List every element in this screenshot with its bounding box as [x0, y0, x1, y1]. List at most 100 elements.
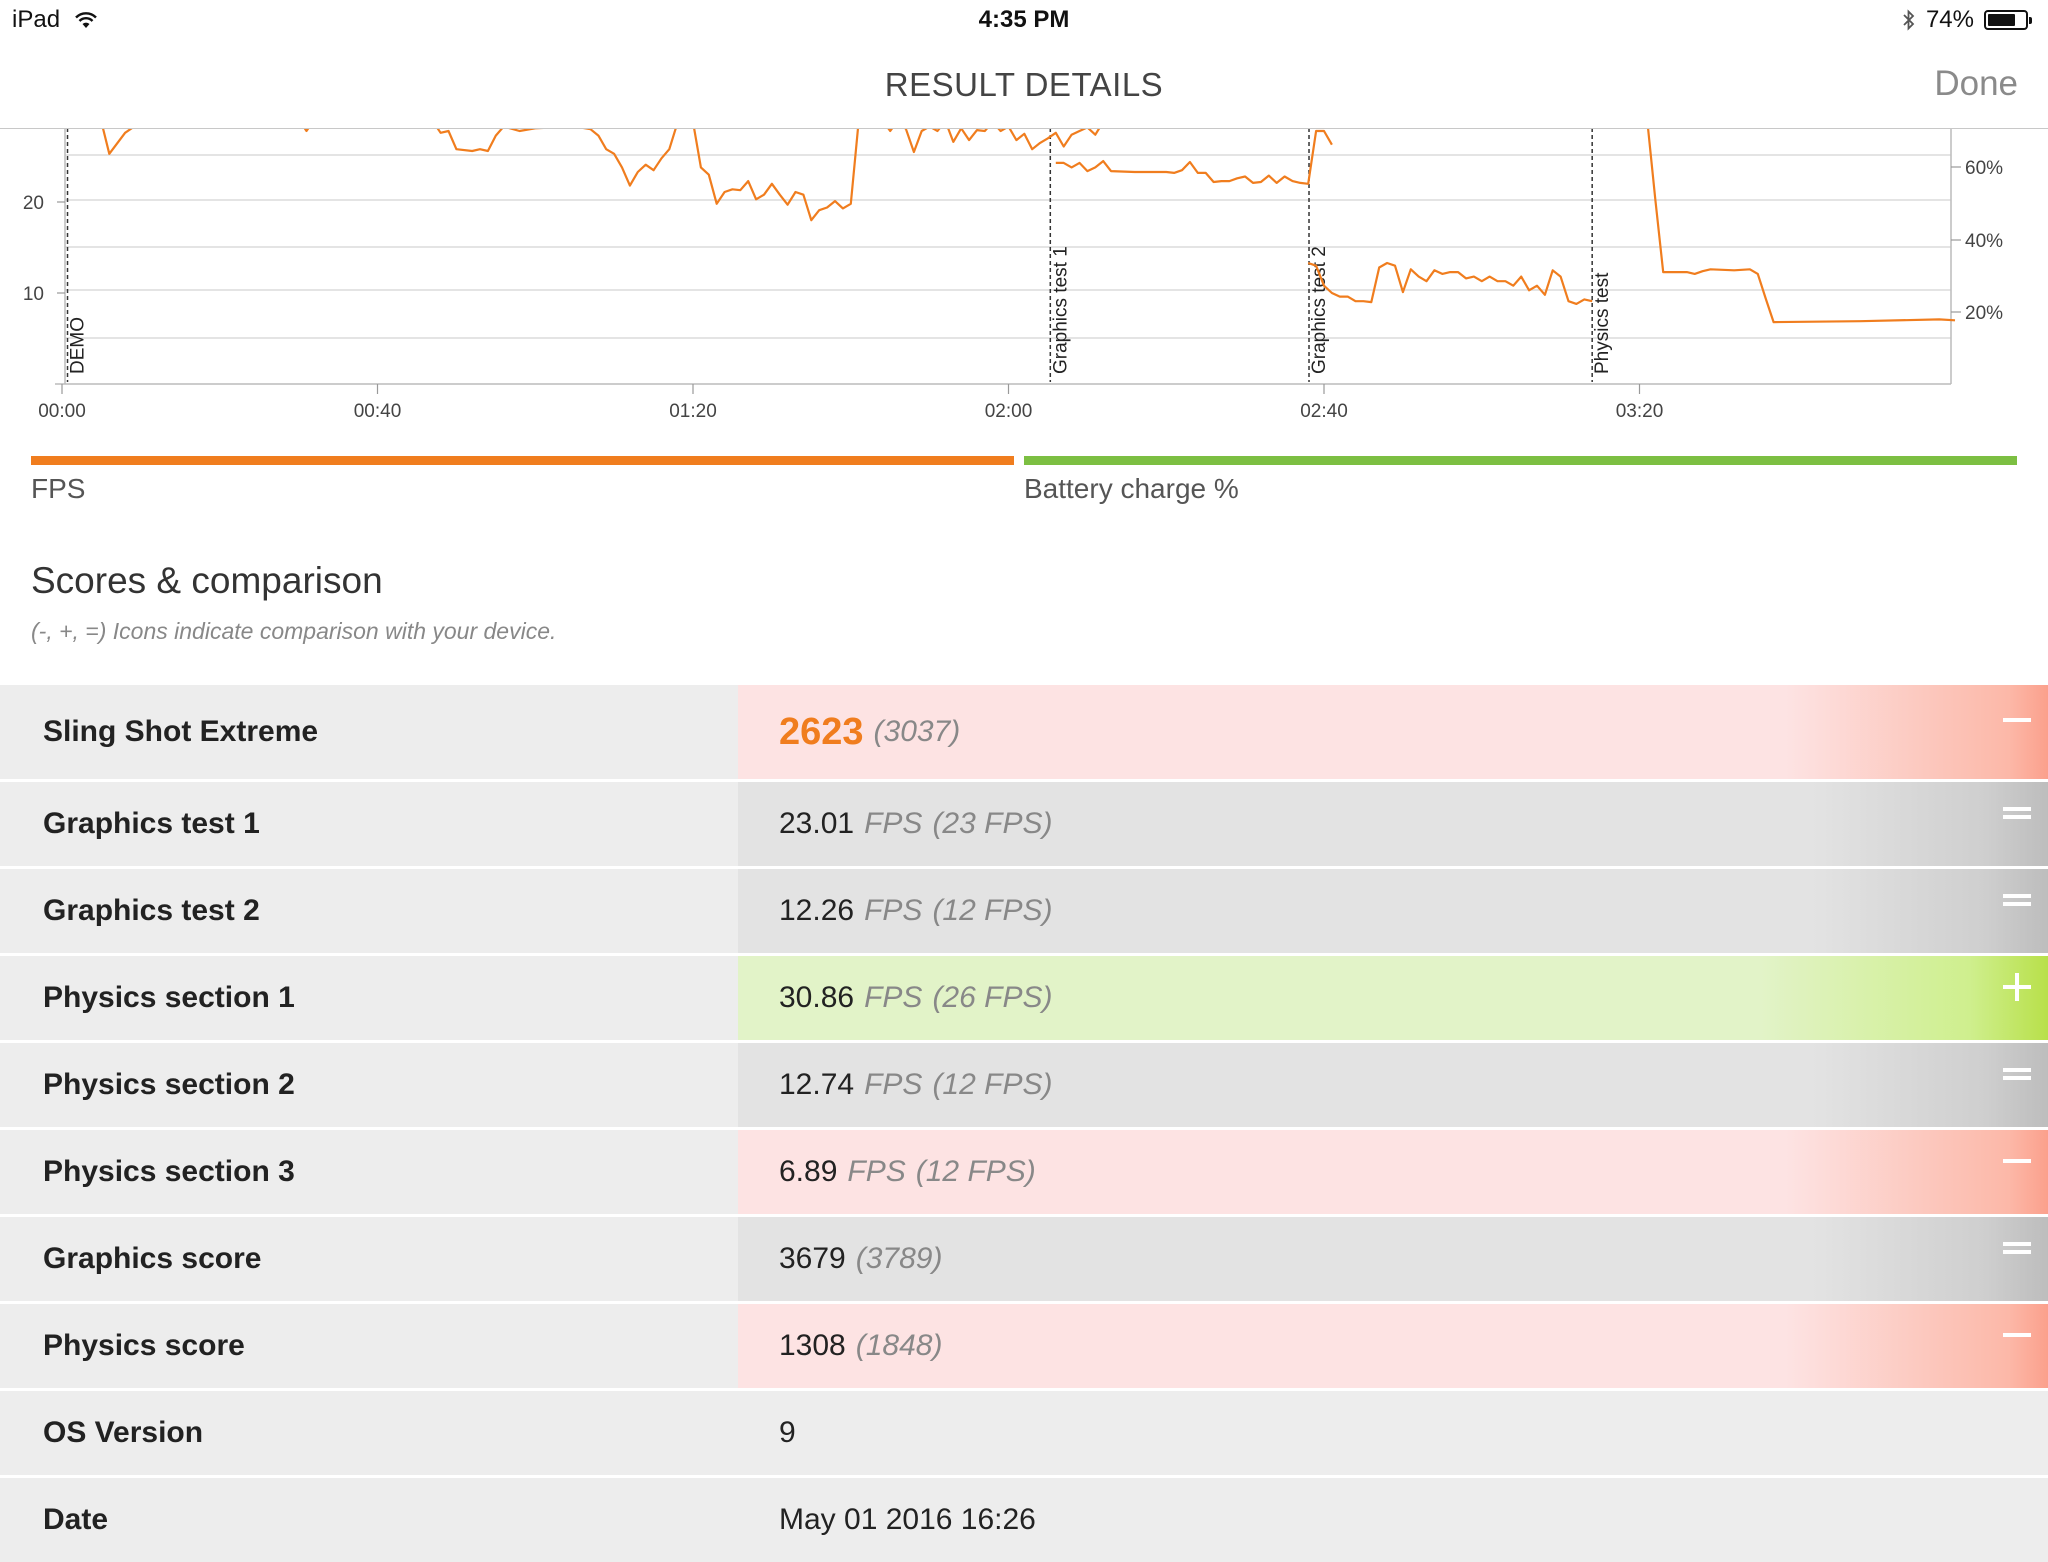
x-tick-label: 03:20	[1616, 401, 1664, 422]
score-row-value-cell: 23.01 FPS (23 FPS)	[738, 782, 2048, 866]
score-row-value-cell: 6.89 FPS (12 FPS)	[738, 1130, 2048, 1214]
score-reference: (1848)	[855, 1329, 943, 1362]
score-reference: (23 FPS)	[932, 807, 1053, 840]
score-value: 30.86	[779, 981, 855, 1014]
score-value: 23.01	[779, 807, 855, 840]
legend-fps-swatch	[31, 456, 1014, 465]
legend-battery-swatch	[1024, 456, 2017, 465]
equal-icon	[2002, 1233, 2032, 1263]
device-name: iPad	[12, 6, 61, 33]
status-right: 74%	[1902, 6, 2032, 34]
score-reference: (3037)	[873, 715, 961, 748]
x-tick-label: 02:00	[985, 401, 1033, 422]
score-row: Physics section 2 12.74 FPS (12 FPS)	[0, 1040, 2048, 1127]
score-row-name: Physics score	[0, 1304, 738, 1388]
score-row-name: Graphics score	[0, 1217, 738, 1301]
score-value: 6.89	[779, 1155, 838, 1188]
score-row-value-cell: 1308 (1848)	[738, 1304, 2048, 1388]
score-row-value-cell: May 01 2016 16:26	[738, 1478, 2048, 1562]
score-row: Sling Shot Extreme 2623 (3037)	[0, 682, 2048, 779]
minus-icon	[2002, 1146, 2032, 1176]
score-value: 1308	[779, 1329, 846, 1362]
score-row: OS Version 9	[0, 1388, 2048, 1475]
section-label: Graphics test 1	[1050, 246, 1071, 374]
y-tick-label: 10	[23, 284, 44, 305]
score-row: Graphics test 1 23.01 FPS (23 FPS)	[0, 779, 2048, 866]
score-reference: (12 FPS)	[915, 1155, 1036, 1188]
score-row-name: Physics section 3	[0, 1130, 738, 1214]
score-value: 3679	[779, 1242, 846, 1275]
physics-series-line	[1646, 128, 1956, 324]
section-label: DEMO	[68, 317, 89, 374]
legend-battery-label: Battery charge %	[1024, 473, 1239, 504]
y-right-tick-label: 20%	[1965, 303, 2003, 324]
bluetooth-icon	[1903, 9, 1915, 31]
score-row-value-cell: 3679 (3789)	[738, 1217, 2048, 1301]
score-row-value-cell: 9	[738, 1391, 2048, 1475]
equal-icon	[2002, 1059, 2032, 1089]
section-label: Physics test	[1592, 272, 1613, 374]
score-row: Physics section 1 30.86 FPS (26 FPS)	[0, 953, 2048, 1040]
score-table: Sling Shot Extreme 2623 (3037) Graphics tes…	[0, 682, 2048, 1562]
score-row-name: OS Version	[0, 1391, 738, 1475]
wifi-icon	[75, 12, 97, 28]
status-bar: iPad 4:35 PM 74%	[0, 0, 2048, 40]
x-tick-label: 01:20	[669, 401, 717, 422]
chart-svg: 10 20 20% 40% 60% 00:00 00:40 01:20 02:00 02:40 03…	[23, 128, 2003, 422]
score-unit: FPS	[847, 1155, 906, 1188]
score-row-value-cell: 12.74 FPS (12 FPS)	[738, 1043, 2048, 1127]
scores-note: (-, +, =) Icons indicate comparison with…	[31, 618, 557, 644]
score-value: 12.74	[779, 1068, 855, 1101]
score-row: Date May 01 2016 16:26	[0, 1475, 2048, 1562]
score-unit: FPS	[864, 1068, 923, 1101]
status-left: iPad	[12, 6, 98, 34]
plus-icon	[2002, 972, 2032, 1002]
legend-fps: FPS	[31, 456, 1014, 505]
score-value: 9	[779, 1416, 796, 1449]
score-value: 2623	[779, 710, 864, 753]
fps-battery-chart: 10 20 20% 40% 60% 00:00 00:40 01:20 02:00 02:40 03…	[0, 128, 2048, 428]
score-reference: (12 FPS)	[932, 1068, 1053, 1101]
navigation-bar: RESULT DETAILS Done	[0, 40, 2048, 129]
section-label: Graphics test 2	[1309, 246, 1330, 374]
score-row: Graphics test 2 12.26 FPS (12 FPS)	[0, 866, 2048, 953]
score-value: May 01 2016 16:26	[779, 1503, 1036, 1536]
score-reference: (26 FPS)	[932, 981, 1053, 1014]
score-unit: FPS	[864, 981, 923, 1014]
score-reference: (12 FPS)	[932, 894, 1053, 927]
score-row: Graphics score 3679 (3789)	[0, 1214, 2048, 1301]
equal-icon	[2002, 885, 2032, 915]
score-unit: FPS	[864, 807, 923, 840]
score-row-name: Graphics test 2	[0, 869, 738, 953]
score-row-value-cell: 2623 (3037)	[738, 685, 2048, 779]
legend-fps-label: FPS	[31, 473, 86, 504]
minus-icon	[2002, 705, 2032, 735]
score-row-name: Physics section 2	[0, 1043, 738, 1127]
done-button[interactable]: Done	[1934, 64, 2018, 103]
y-right-tick-label: 60%	[1965, 158, 2003, 179]
battery-icon	[1984, 10, 2032, 30]
score-row-name: Physics section 1	[0, 956, 738, 1040]
score-row-name: Sling Shot Extreme	[0, 685, 738, 779]
fps-series-line	[1307, 261, 1593, 305]
score-unit: FPS	[864, 894, 923, 927]
fps-series-line	[1055, 129, 1333, 185]
x-tick-label: 00:40	[354, 401, 402, 422]
battery-level	[1988, 14, 2015, 26]
page-title: RESULT DETAILS	[884, 66, 1164, 103]
score-row: Physics section 3 6.89 FPS (12 FPS)	[0, 1127, 2048, 1214]
score-row-name: Date	[0, 1478, 738, 1562]
score-row: Physics score 1308 (1848)	[0, 1301, 2048, 1388]
status-time: 4:35 PM	[978, 6, 1070, 33]
equal-icon	[2002, 798, 2032, 828]
x-tick-label: 00:00	[38, 401, 86, 422]
score-row-value-cell: 12.26 FPS (12 FPS)	[738, 869, 2048, 953]
score-row-value-cell: 30.86 FPS (26 FPS)	[738, 956, 2048, 1040]
score-reference: (3789)	[855, 1242, 943, 1275]
scores-heading: Scores & comparison	[31, 560, 383, 601]
battery-percent: 74%	[1925, 6, 1974, 33]
legend-battery: Battery charge %	[1024, 456, 2017, 505]
y-right-tick-label: 40%	[1965, 231, 2003, 252]
score-row-name: Graphics test 1	[0, 782, 738, 866]
fps-series-line	[101, 128, 1101, 222]
